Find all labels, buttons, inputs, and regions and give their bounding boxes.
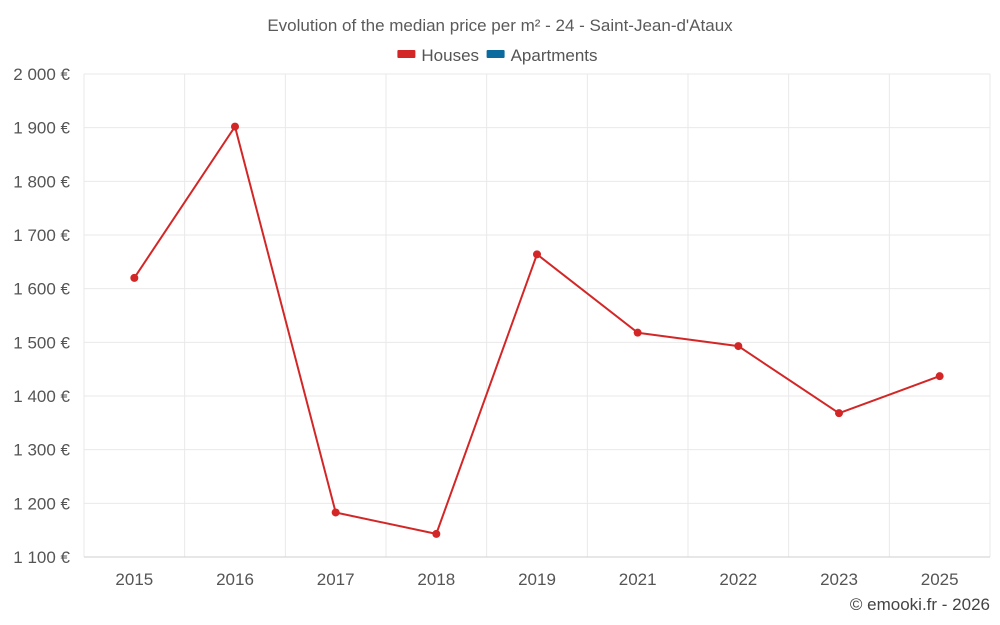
legend-item-apartments[interactable]: Apartments	[486, 46, 598, 65]
chart-title: Evolution of the median price per m² - 2…	[267, 16, 733, 35]
y-tick-label: 1 200 €	[13, 494, 70, 513]
series-layer	[130, 122, 944, 538]
credit-text: © emooki.fr - 2026	[850, 595, 990, 614]
x-tick-label: 2023	[820, 570, 858, 589]
data-point-houses[interactable]	[432, 529, 441, 538]
legend-swatch	[486, 50, 505, 58]
y-tick-label: 1 600 €	[13, 280, 70, 299]
x-tick-label: 2021	[619, 570, 657, 589]
data-point-houses[interactable]	[130, 273, 139, 282]
data-point-houses[interactable]	[835, 409, 843, 418]
x-axis: 2015 2016 2017 2018 2019 2021 2022 2023 2025	[84, 556, 990, 589]
legend-label: Houses	[421, 46, 479, 65]
series-line-houses	[133, 125, 941, 535]
data-point-houses[interactable]	[231, 122, 239, 131]
x-tick-label: 2016	[216, 570, 254, 589]
y-tick-label: 1 400 €	[13, 387, 70, 406]
x-tick-label: 2015	[115, 570, 153, 589]
legend-swatch	[397, 50, 416, 58]
x-tick-label: 2018	[417, 570, 455, 589]
x-tick-label: 2025	[921, 570, 959, 589]
y-tick-label: 2 000 €	[13, 65, 70, 84]
y-tick-label: 1 300 €	[13, 441, 70, 460]
x-tick-label: 2022	[719, 570, 757, 589]
y-tick-label: 1 800 €	[13, 172, 70, 191]
y-axis: 1 100 € 1 200 € 1 300 € 1 400 € 1 500 € 1 600…	[13, 65, 70, 567]
x-tick-label: 2017	[317, 570, 355, 589]
y-tick-label: 1 500 €	[13, 333, 70, 352]
y-tick-label: 1 900 €	[13, 119, 70, 138]
data-point-houses[interactable]	[935, 372, 944, 381]
grid	[83, 73, 991, 557]
legend-item-houses[interactable]: Houses	[397, 46, 479, 65]
y-tick-label: 1 700 €	[13, 226, 70, 245]
legend: Houses Apartments	[397, 46, 598, 65]
data-point-houses[interactable]	[734, 342, 743, 351]
x-tick-label: 2019	[518, 570, 556, 589]
data-point-houses[interactable]	[331, 508, 340, 517]
data-point-houses[interactable]	[633, 328, 642, 337]
legend-label: Apartments	[511, 46, 598, 65]
data-point-houses[interactable]	[533, 250, 541, 259]
y-tick-label: 1 100 €	[13, 548, 70, 567]
